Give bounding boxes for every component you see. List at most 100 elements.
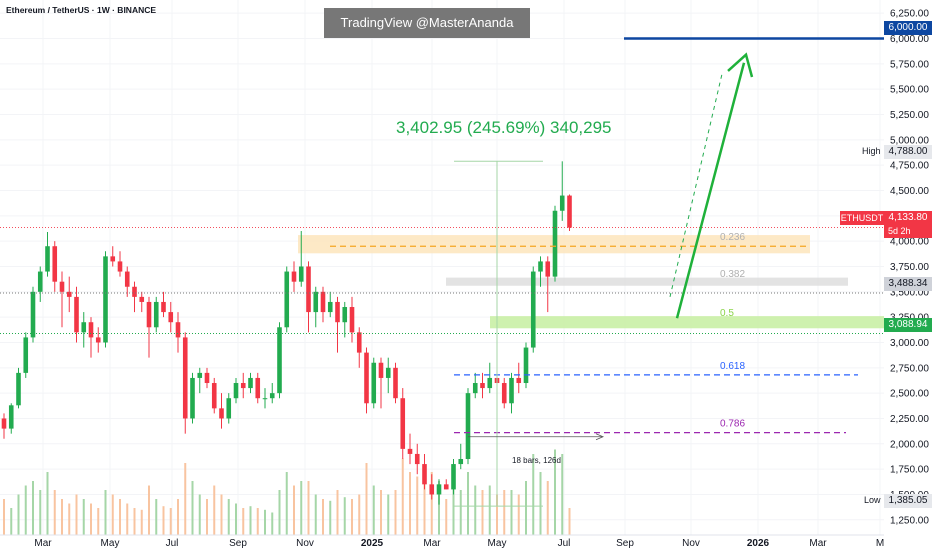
candle-body xyxy=(443,484,449,490)
volume-bar xyxy=(430,472,433,535)
candle-body xyxy=(204,372,210,384)
target-price-tag: 6,000.00 xyxy=(884,21,932,35)
candle-body xyxy=(516,377,522,384)
candle-body xyxy=(37,271,43,292)
candle-body xyxy=(378,362,384,378)
candle-body xyxy=(8,405,14,429)
volume-bar xyxy=(53,490,56,535)
candle-body xyxy=(16,372,21,406)
volume-bar xyxy=(119,499,121,535)
candle-body xyxy=(175,322,181,338)
candle-body xyxy=(284,271,290,328)
volume-bar xyxy=(97,508,100,535)
candle-body xyxy=(240,383,246,389)
candle-body xyxy=(81,322,87,333)
candle-body xyxy=(429,484,435,495)
candle-body xyxy=(95,337,101,343)
candle-body xyxy=(393,367,398,399)
volume-bar xyxy=(365,463,368,535)
fib-bands xyxy=(298,235,884,329)
candle-body xyxy=(487,377,493,389)
watermark-label: TradingView @MasterAnanda xyxy=(324,8,530,38)
symbol-title: Ethereum / TetherUS · 1W · BINANCE xyxy=(6,5,157,15)
time-axis[interactable]: Mar May Jul Sep Nov 2025 Mar May Jul Sep Nov 2026 Ma… xyxy=(0,534,884,549)
candle-body xyxy=(255,377,261,399)
volume-bar xyxy=(416,476,419,535)
volume-bar xyxy=(227,499,230,535)
y-tick-label: 2,750.00 xyxy=(890,363,929,374)
volume-bar xyxy=(220,494,223,535)
volume-bar xyxy=(17,494,20,535)
volume-bar xyxy=(488,485,491,535)
volume-bar xyxy=(336,490,339,535)
candle-body xyxy=(320,291,326,313)
fib-label: 0.786 xyxy=(720,419,745,430)
candle-body xyxy=(190,377,195,419)
y-tick-label: 3,750.00 xyxy=(890,262,929,273)
candle-body xyxy=(356,332,362,353)
volume-bar xyxy=(10,508,13,535)
x-tick-label: 2026 xyxy=(747,538,770,549)
ticker-tag: ETHUSDT xyxy=(840,211,884,225)
candle-body xyxy=(30,291,36,338)
y-tick-label: 4,750.00 xyxy=(890,161,929,172)
candle-body xyxy=(110,256,116,262)
x-tick-label: May xyxy=(488,538,507,549)
x-tick-label: Mar xyxy=(34,538,52,549)
candle-body xyxy=(364,352,369,404)
volume-bar xyxy=(314,494,317,535)
candle-body xyxy=(277,327,282,394)
candle-body xyxy=(146,301,152,328)
candle-body xyxy=(197,372,203,378)
candle-body xyxy=(219,408,224,419)
volume-bar xyxy=(474,485,477,535)
candle-body xyxy=(248,377,253,389)
y-tick-label: 3,000.00 xyxy=(890,338,929,349)
candle-body xyxy=(545,261,551,277)
bars-range-label: 18 bars, 126d xyxy=(512,456,561,465)
price-axis[interactable]: 6,250.006,000.005,750.005,500.005,250.00… xyxy=(884,0,932,550)
candle-body xyxy=(153,301,159,328)
drawings: 0.236 0.382 0.5 0.618 0.786 xyxy=(0,37,884,507)
volume-bar xyxy=(235,503,237,535)
volume-bar xyxy=(148,485,150,535)
volume-bar xyxy=(140,509,143,535)
volume-bars xyxy=(3,449,571,535)
y-tick-label: 6,000.00 xyxy=(890,34,929,45)
candle-body xyxy=(182,337,188,419)
candle-body xyxy=(88,322,94,338)
projection-arrow xyxy=(675,62,746,319)
volume-bar xyxy=(126,503,129,535)
volume-bar xyxy=(213,485,216,535)
candle-body xyxy=(132,286,137,297)
candle-body xyxy=(211,383,217,409)
fib-label: 0.382 xyxy=(720,269,745,280)
candle-body xyxy=(371,362,377,404)
volume-bar xyxy=(532,454,535,535)
candle-body xyxy=(538,261,543,272)
y-tick-label: 1,250.00 xyxy=(890,515,929,526)
volume-bar xyxy=(380,490,382,535)
volume-bar xyxy=(503,490,506,535)
volume-bar xyxy=(561,454,564,535)
volume-bar xyxy=(358,494,361,535)
volume-bar xyxy=(423,467,426,535)
candle-body xyxy=(349,307,355,333)
candle-body xyxy=(480,383,485,389)
x-tick-label: Jul xyxy=(166,538,179,549)
volume-bar xyxy=(459,490,462,535)
candle-body xyxy=(567,195,572,228)
volume-bar xyxy=(401,458,404,535)
y-tick-label: 2,250.00 xyxy=(890,414,929,425)
volume-bar xyxy=(162,506,165,535)
projection-dashed xyxy=(669,73,723,297)
fib-label: 0.236 xyxy=(720,232,745,243)
candle-body xyxy=(233,383,239,399)
candle-body xyxy=(327,301,333,313)
volume-bar xyxy=(394,490,397,535)
volume-bar xyxy=(539,472,542,535)
volume-bar xyxy=(329,500,332,535)
low-label: Low xyxy=(864,495,881,505)
y-tick-label: 4,000.00 xyxy=(890,237,929,248)
